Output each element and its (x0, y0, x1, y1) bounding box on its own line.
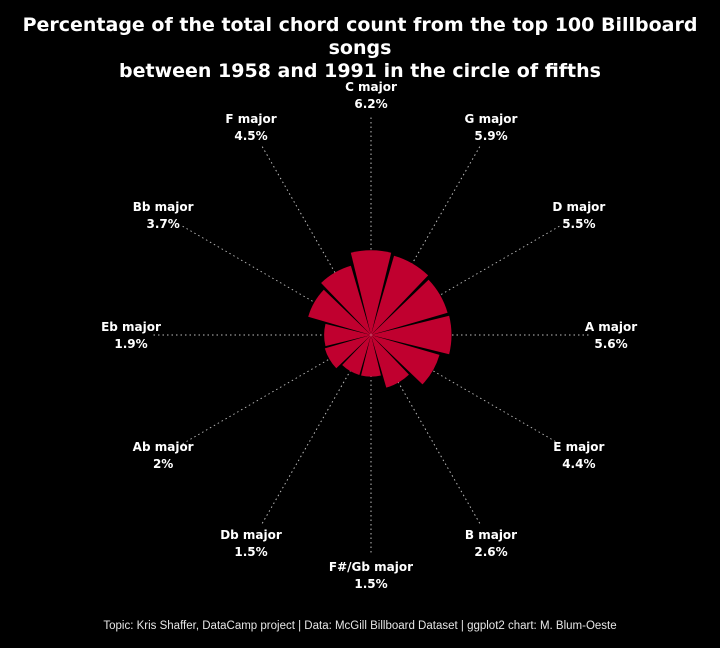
value-label: 2% (153, 457, 173, 471)
bar-wedge (371, 255, 429, 335)
value-label: 5.5% (562, 217, 595, 231)
value-label: 5.6% (594, 337, 627, 351)
value-label: 1.9% (114, 337, 147, 351)
category-label: F#/Gb major (329, 560, 413, 574)
axis-labels: C major 6.2% G major 5.9% D major 5.5% A major… (101, 80, 637, 591)
category-label: C major (345, 80, 397, 94)
category-label: Bb major (133, 200, 194, 214)
value-label: 6.2% (354, 97, 387, 111)
bar-wedge (371, 279, 448, 335)
value-label: 1.5% (354, 577, 387, 591)
category-label: D major (552, 200, 605, 214)
category-label: Db major (220, 528, 282, 542)
value-label: 5.9% (474, 129, 507, 143)
bar-wedge (308, 289, 371, 335)
value-label: 4.5% (234, 129, 267, 143)
bars (308, 250, 452, 388)
category-label: A major (585, 320, 637, 334)
bar-wedge (321, 265, 371, 335)
chart-caption: Topic: Kris Shaffer, DataCamp project | … (103, 620, 617, 632)
chart-title-line-2: between 1958 and 1991 in the circle of f… (119, 60, 601, 82)
category-label: B major (465, 528, 517, 542)
category-label: G major (465, 112, 518, 126)
value-label: 3.7% (147, 217, 180, 231)
bar-wedge (371, 335, 440, 385)
value-label: 1.5% (234, 545, 267, 559)
chart-title: Percentage of the total chord count from… (0, 14, 720, 83)
value-label: 4.4% (562, 457, 595, 471)
bar-wedge (371, 315, 452, 355)
bar-wedge (350, 250, 392, 335)
bar-wedge (324, 323, 371, 347)
bar-wedge (342, 335, 371, 375)
category-label: Eb major (101, 320, 161, 334)
category-label: E major (553, 440, 604, 454)
bar-wedge (361, 335, 381, 377)
category-label: Ab major (133, 440, 194, 454)
category-label: F major (225, 112, 276, 126)
value-label: 2.6% (474, 545, 507, 559)
chart-title-line-1: Percentage of the total chord count from… (22, 14, 698, 59)
bar-wedge (371, 335, 409, 388)
bar-wedge (324, 335, 371, 369)
